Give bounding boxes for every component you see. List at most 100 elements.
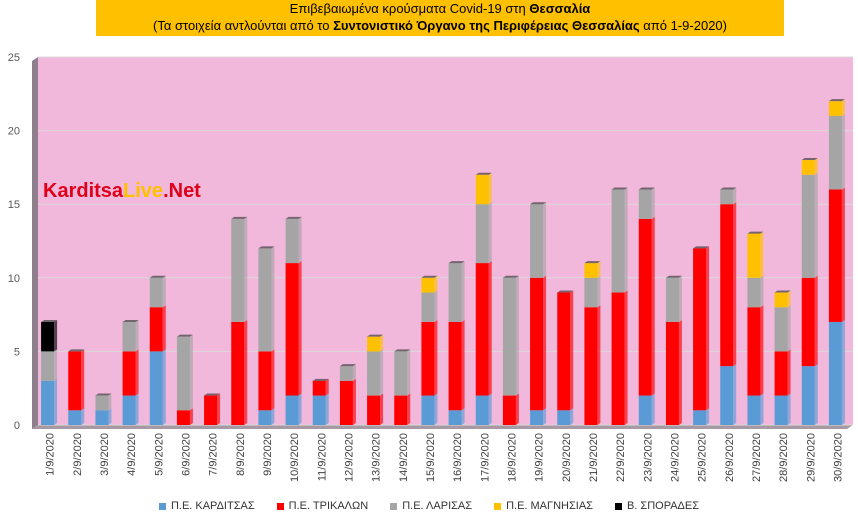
- bar-segment-side: [760, 275, 764, 308]
- bar-segment: [502, 277, 516, 396]
- bar-segment-side: [706, 246, 710, 411]
- bar-segment-side: [651, 187, 655, 219]
- x-tick-label: 4/9/2020: [126, 433, 138, 476]
- bar-segment: [68, 410, 82, 425]
- bar-segment: [584, 307, 598, 425]
- bar-segment-side: [841, 187, 845, 322]
- bar-segment: [638, 189, 652, 219]
- bar-segment: [312, 395, 326, 425]
- bar-segment: [176, 410, 190, 425]
- bar-top: [557, 290, 574, 293]
- bar-segment: [828, 189, 842, 322]
- bar-top: [285, 216, 302, 219]
- bar-segment: [41, 380, 55, 425]
- bar-segment-side: [189, 334, 193, 411]
- x-tick-label: 25/9/2020: [697, 433, 709, 482]
- bar-segment-side: [787, 349, 791, 396]
- legend-swatch: [494, 502, 502, 510]
- bar-segment-side: [597, 275, 601, 308]
- watermark-part1: Karditsa: [43, 180, 124, 202]
- bar-top: [665, 275, 682, 278]
- x-tick-label: 23/9/2020: [642, 433, 654, 482]
- bar-segment-side: [461, 319, 465, 411]
- bar-top: [747, 231, 764, 234]
- bar-segment: [421, 321, 435, 396]
- bar-segment: [475, 395, 489, 425]
- bar-segment-side: [271, 246, 275, 352]
- bar-segment: [285, 218, 299, 264]
- chart-title-box: Επιβεβαιωμένα κρούσματα Covid-19 στη Θεσ…: [96, 0, 784, 36]
- bar-segment-side: [814, 275, 818, 367]
- bar-segment: [720, 189, 734, 205]
- legend-item: Π.Ε. ΜΑΓΝΗΣΙΑΣ: [494, 497, 593, 515]
- x-tick-label: 17/9/2020: [479, 433, 491, 482]
- bar-segment-side: [135, 393, 139, 425]
- bar-top: [176, 334, 193, 337]
- bar-segment: [530, 204, 544, 278]
- bar-segment-side: [515, 275, 519, 396]
- bar-segment-side: [597, 305, 601, 425]
- bar-segment: [122, 395, 136, 425]
- bar-segment-side: [733, 202, 737, 367]
- bar-segment: [258, 351, 272, 411]
- bar-top: [720, 187, 737, 190]
- chart-legend: Π.Ε. ΚΑΡΔΙΤΣΑΣ Π.Ε. ΤΡΙΚΑΛΩΝ Π.Ε. ΛΑΡΙΣΑΣ Π…: [0, 497, 858, 515]
- bar-segment-side: [461, 261, 465, 322]
- x-tick-label: 9/9/2020: [262, 433, 274, 476]
- legend-label: Π.Ε. ΚΑΡΔΙΤΣΑΣ: [170, 500, 255, 512]
- legend-item: Β. ΣΠΟΡΑΔΕΣ: [614, 497, 699, 515]
- y-tick-label: 15: [8, 199, 20, 211]
- bar-segment-side: [380, 334, 384, 352]
- x-tick-label: 3/9/2020: [99, 433, 111, 476]
- x-tick-label: 6/9/2020: [180, 433, 192, 476]
- bar-segment: [475, 174, 489, 205]
- bar-segment-side: [244, 216, 248, 322]
- x-tick-label: 18/9/2020: [506, 433, 518, 482]
- bar-segment: [693, 248, 707, 411]
- title-line2-suffix: από 1-9-2020): [639, 18, 727, 33]
- bar-segment-side: [434, 319, 438, 396]
- bar-top: [95, 393, 112, 396]
- bar-segment-side: [108, 408, 112, 425]
- bar-top: [231, 216, 248, 219]
- bar-segment: [665, 277, 679, 322]
- bar-segment: [828, 101, 842, 116]
- bar-segment-side: [298, 261, 302, 396]
- legend-label: Π.Ε. ΛΑΡΙΣΑΣ: [402, 500, 473, 512]
- bar-segment-side: [81, 349, 85, 411]
- legend-label: Π.Ε. ΜΑΓΝΗΣΙΑΣ: [506, 500, 593, 512]
- y-tick-label: 5: [14, 346, 20, 358]
- bar-segment: [448, 263, 462, 322]
- bar-segment-side: [841, 319, 845, 425]
- bar-segment-side: [488, 261, 492, 396]
- bar-segment: [448, 321, 462, 411]
- bar-segment: [231, 321, 245, 425]
- bar-segment-side: [678, 319, 682, 425]
- legend-item: Π.Ε. ΛΑΡΙΣΑΣ: [390, 497, 472, 515]
- x-tick-label: 12/9/2020: [343, 433, 355, 482]
- chart-title-line1: Επιβεβαιωμένα κρούσματα Covid-19 στη Θεσ…: [96, 0, 784, 17]
- bar-segment-side: [841, 113, 845, 190]
- bar-segment-side: [352, 364, 356, 381]
- bar-segment-side: [271, 408, 275, 425]
- chart-title-line2: (Τα στοιχεία αντλούνται από το Συντονιστ…: [96, 17, 784, 34]
- bar-segment-side: [434, 393, 438, 425]
- bar-segment: [747, 307, 761, 396]
- bar-segment-side: [733, 364, 737, 425]
- bar-segment-side: [54, 378, 58, 425]
- title-line2-text: (Τα στοιχεία αντλούνται από το: [153, 18, 334, 33]
- x-tick-label: 22/9/2020: [615, 433, 627, 482]
- bar-top: [828, 99, 845, 102]
- x-tick-label: 29/9/2020: [805, 433, 817, 482]
- bar-segment: [421, 292, 435, 322]
- bar-segment-side: [298, 393, 302, 425]
- bar-segment: [312, 380, 326, 396]
- bar-segment-side: [597, 261, 601, 278]
- bar-segment: [176, 336, 190, 411]
- bar-segment: [720, 366, 734, 425]
- bar-segment: [394, 395, 408, 425]
- bar-segment: [774, 351, 788, 396]
- bar-segment: [720, 204, 734, 367]
- bar-segment: [475, 204, 489, 264]
- bar-segment-side: [624, 187, 628, 293]
